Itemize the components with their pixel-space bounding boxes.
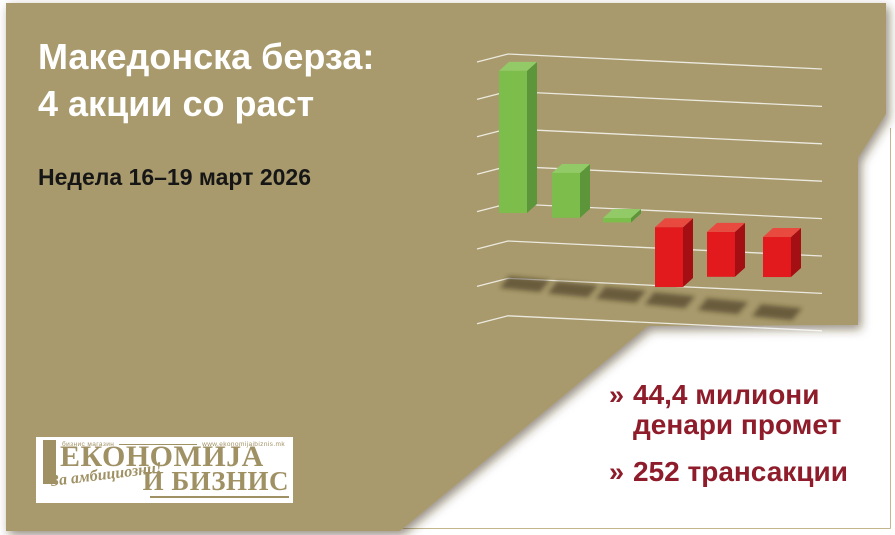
bar-positive-2 <box>552 163 590 218</box>
chevron-bullet-icon: » <box>609 380 625 410</box>
bar-negative-4 <box>655 218 693 288</box>
bar-shadow <box>698 298 748 315</box>
bar-shadow <box>645 292 695 309</box>
stat-turnover-line2: денари промет <box>633 409 842 440</box>
page-title: Македонска берза: 4 акции со раст <box>38 33 374 127</box>
logo-left-bar <box>43 440 56 484</box>
stat-turnover: » 44,4 милиони денари промет <box>609 380 848 440</box>
date-range-subtitle: Недела 16–19 март 2026 <box>38 164 312 190</box>
bar-negative-6 <box>763 228 801 278</box>
logo-name-line2: И БИЗНИС <box>142 466 289 496</box>
logo-website: www.ekonomijaibiznis.mk <box>202 441 285 448</box>
chart-bars <box>499 61 801 288</box>
khaki-paper-sheet <box>6 3 886 531</box>
bar-shadow <box>752 304 802 321</box>
bar-floor-shadows <box>500 276 802 321</box>
logo-name-line1: ЕКОНОМИЈА <box>60 440 264 473</box>
stat-turnover-text: 44,4 милиони денари промет <box>633 380 841 440</box>
logo-underline <box>150 496 289 498</box>
stat-transactions-line1: 252 трансакции <box>633 456 848 487</box>
bar-shadow <box>548 281 598 298</box>
bar-shadow <box>500 276 550 292</box>
bar-positive-3 <box>603 208 641 223</box>
logo-top-row: бизнис магазин www.ekonomijaibiznis.mk <box>62 441 285 448</box>
stat-transactions-text: 252 трансакции <box>633 457 848 487</box>
page-title-line1: Македонска берза: <box>38 36 375 77</box>
logo-divider-line <box>119 444 198 445</box>
bar-shadow <box>596 286 646 303</box>
bar-negative-5 <box>707 222 745 277</box>
weekly-stats: » 44,4 милиони денари промет » 252 транс… <box>609 380 848 488</box>
stat-turnover-line1: 44,4 милиони <box>633 379 820 410</box>
page-title-line2: 4 акции со раст <box>38 83 315 124</box>
stat-transactions: » 252 трансакции <box>609 457 848 488</box>
chevron-bullet-icon: » <box>609 457 625 487</box>
gridline <box>476 53 823 70</box>
magazine-logo: бизнис магазин www.ekonomijaibiznis.mk Е… <box>36 437 293 503</box>
gridline <box>476 315 823 332</box>
logo-tagline: бизнис магазин <box>62 441 115 448</box>
bar-positive-1 <box>499 61 537 213</box>
